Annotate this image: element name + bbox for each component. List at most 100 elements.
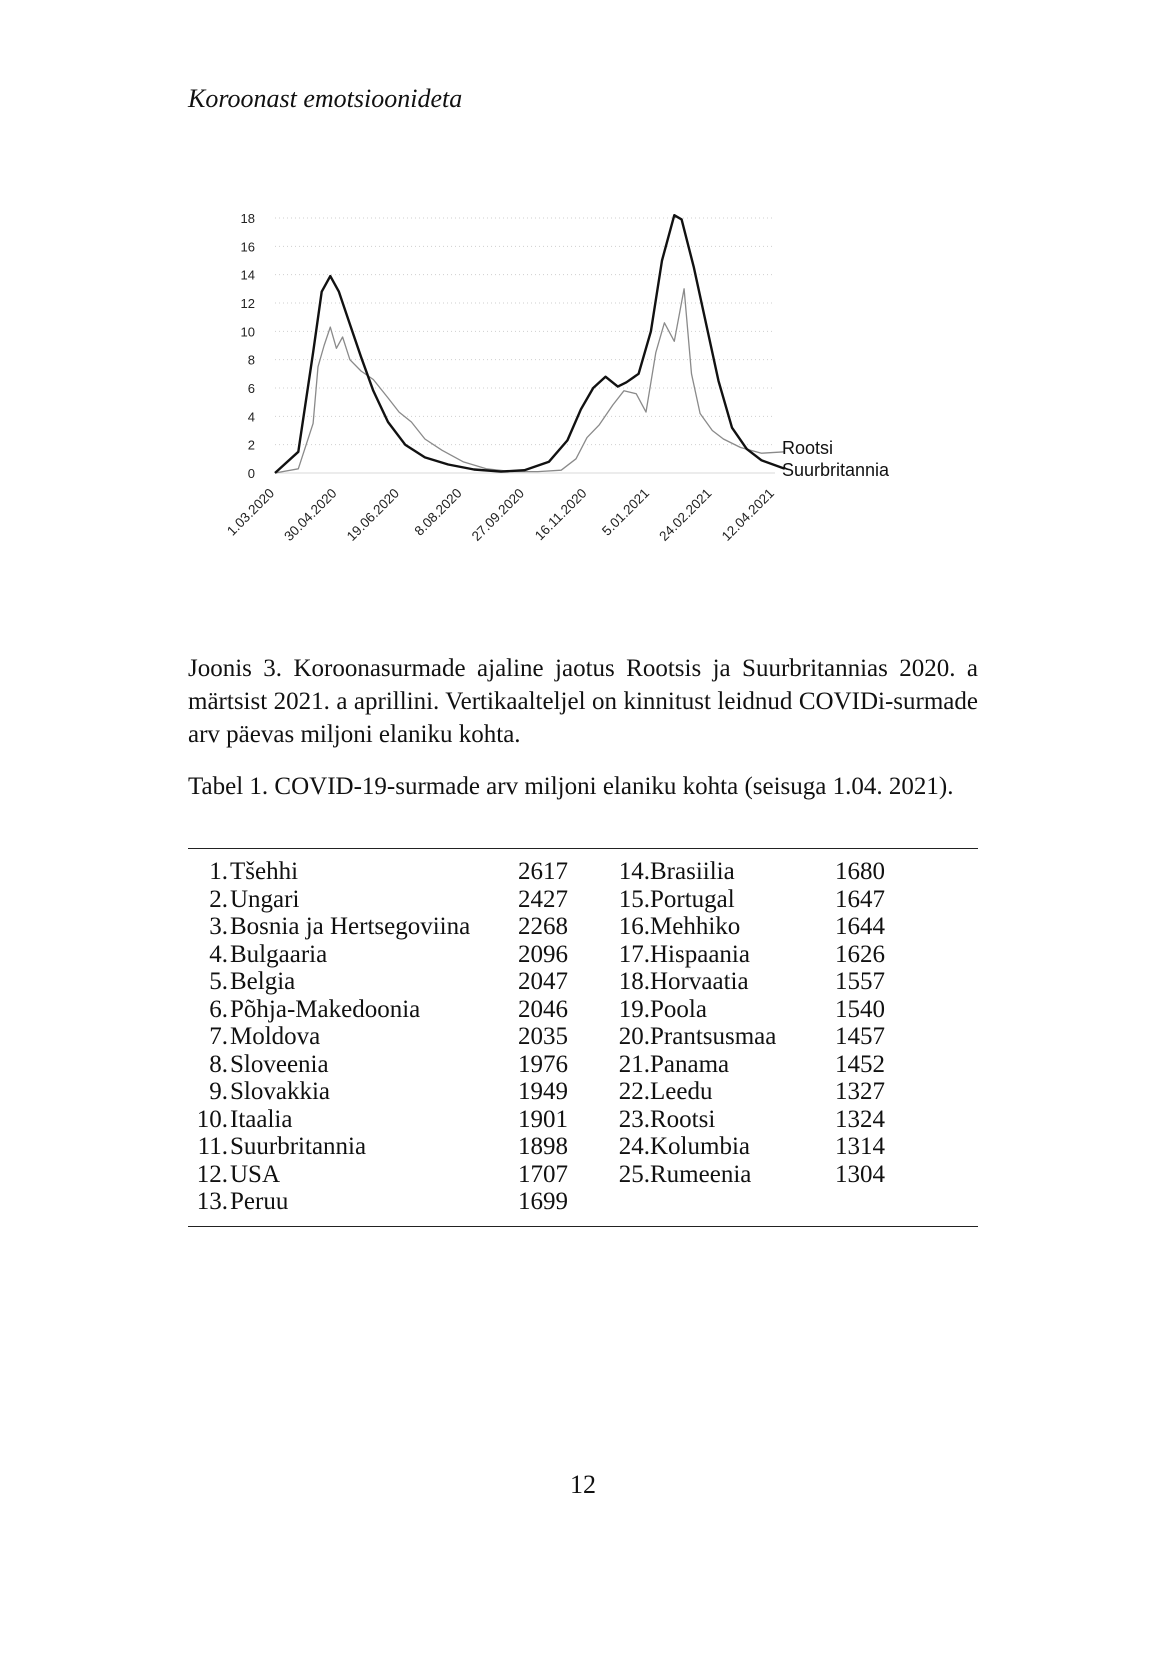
rank: 19.: [618, 995, 650, 1023]
table-left-column: 1. Tšehhi 2617 2. Ungari 2427 3. Bosnia ja Hert…: [188, 858, 568, 1216]
rank: 9.: [209, 1078, 228, 1105]
rank: 2.: [209, 885, 228, 913]
x-tick-label: 1.03.2020: [224, 486, 277, 539]
country-name: Brasiilia: [650, 858, 735, 885]
table-row: 20. Prantsusmaa 1457: [610, 1023, 885, 1051]
death-rate-value: 1680: [835, 858, 885, 885]
country-name: Poola: [650, 995, 707, 1023]
table-row: 21. Panama 1452: [610, 1051, 885, 1079]
country-name: Rootsi: [650, 1105, 716, 1133]
y-tick-label: 16: [241, 239, 255, 254]
country-name: Kolumbia: [650, 1133, 750, 1160]
x-tick-label: 19.06.2020: [344, 486, 402, 544]
death-rate-value: 2047: [518, 968, 568, 995]
table-row: 23. Rootsi 1324: [610, 1106, 885, 1134]
table-row: 5. Belgia 2047: [188, 968, 568, 996]
rank: 14.: [618, 858, 650, 885]
x-tick-label: 8.08.2020: [412, 486, 465, 539]
table-right-column: 14. Brasiilia 1680 15. Portugal 1647 16. Mehhik…: [610, 858, 885, 1188]
table-row: 13. Peruu 1699: [188, 1188, 568, 1216]
rank: 7.: [209, 1023, 228, 1050]
country-name: Leedu: [650, 1078, 713, 1105]
table-top-rule: [188, 848, 978, 849]
country-name: Ungari: [230, 885, 300, 913]
death-rate-value: 1647: [835, 885, 885, 913]
rank: 17.: [618, 940, 650, 968]
rank: 1.: [209, 858, 228, 885]
rank: 6.: [209, 995, 228, 1023]
y-tick-label: 14: [241, 268, 255, 283]
table-row: 15. Portugal 1647: [610, 886, 885, 914]
table-row: 3. Bosnia ja Hertsegoviina 2268: [188, 913, 568, 941]
y-axis-ticks: 0 2 4 6 8 10 12 14 16 18: [241, 211, 255, 481]
death-rate-value: 1707: [518, 1160, 568, 1188]
rank: 22.: [618, 1078, 650, 1105]
country-name: Mehhiko: [650, 913, 741, 940]
country-name: Bulgaaria: [230, 940, 328, 968]
table-row: 18. Horvaatia 1557: [610, 968, 885, 996]
x-tick-label: 27.09.2020: [469, 486, 527, 544]
country-name: Horvaatia: [650, 968, 749, 995]
death-rate-value: 1626: [835, 940, 885, 968]
rank: 10.: [196, 1105, 228, 1133]
death-rate-value: 2617: [518, 858, 568, 885]
table-bottom-rule: [188, 1226, 978, 1227]
y-tick-label: 0: [248, 466, 255, 481]
x-tick-label: 30.04.2020: [281, 486, 339, 544]
series-lines: [274, 214, 786, 474]
death-rate-value: 1324: [835, 1105, 885, 1133]
y-tick-label: 6: [248, 381, 255, 396]
rank: 3.: [209, 913, 228, 940]
table-row: 17. Hispaania 1626: [610, 941, 885, 969]
rank: 11.: [197, 1133, 228, 1160]
table-row: 12. USA 1707: [188, 1161, 568, 1189]
death-rate-value: 1314: [835, 1133, 885, 1160]
rank: 5.: [209, 968, 228, 995]
x-axis-ticks: 1.03.2020 30.04.2020 19.06.2020 8.08.2020 27…: [224, 486, 777, 544]
death-rate-value: 1457: [835, 1023, 885, 1050]
figure-3-chart: 0 2 4 6 8 10 12 14 16 18 1.03.2020 30.04.2020 19.06…: [200, 208, 980, 628]
x-tick-label: 16.11.2020: [532, 486, 590, 544]
death-rate-value: 1557: [835, 968, 885, 995]
table-row: 9. Slovakkia 1949: [188, 1078, 568, 1106]
country-name: Tšehhi: [230, 858, 299, 885]
rank: 12.: [196, 1160, 228, 1188]
table-row: 16. Mehhiko 1644: [610, 913, 885, 941]
death-rate-value: 1976: [518, 1050, 568, 1078]
x-tick-label: 5.01.2021: [599, 486, 652, 539]
table-row: 6. Põhja-Makedoonia 2046: [188, 996, 568, 1024]
figure-caption: Joonis 3. Koroonasurmade ajaline jaotus …: [188, 655, 978, 748]
death-rate-value: 2427: [518, 885, 568, 913]
rank: 25.: [618, 1160, 650, 1188]
death-rate-value: 1901: [518, 1105, 568, 1133]
country-name: Slovakkia: [230, 1078, 330, 1105]
country-name: Sloveenia: [230, 1050, 329, 1078]
page-number: 12: [570, 1470, 596, 1499]
country-name: Suurbritannia: [230, 1133, 367, 1160]
series-line-rootsi: [274, 288, 785, 474]
x-tick-label: 12.04.2021: [719, 486, 777, 544]
rank: 15.: [618, 885, 650, 913]
table-row: 25. Rumeenia 1304: [610, 1161, 885, 1189]
country-name: Belgia: [230, 968, 296, 995]
rank: 18.: [618, 968, 650, 995]
legend-label-rootsi: Rootsi: [782, 438, 833, 458]
table-row: 4. Bulgaaria 2096: [188, 941, 568, 969]
y-tick-label: 2: [248, 438, 255, 453]
running-title: Koroonast emotsioonideta: [188, 84, 463, 113]
rank: 16.: [618, 913, 650, 940]
country-name: Peruu: [230, 1188, 289, 1215]
death-rate-value: 1898: [518, 1133, 568, 1160]
country-name: Panama: [650, 1050, 730, 1078]
table-row: 7. Moldova 2035: [188, 1023, 568, 1051]
y-tick-label: 10: [241, 324, 255, 339]
death-rate-value: 1304: [835, 1160, 885, 1188]
table-row: 2. Ungari 2427: [188, 886, 568, 914]
country-name: Moldova: [230, 1023, 321, 1050]
rank: 13.: [196, 1188, 228, 1215]
death-rate-value: 1327: [835, 1078, 885, 1105]
table-row: 8. Sloveenia 1976: [188, 1051, 568, 1079]
country-name: Bosnia ja Hertsegoviina: [230, 913, 471, 940]
country-name: Portugal: [650, 885, 735, 913]
